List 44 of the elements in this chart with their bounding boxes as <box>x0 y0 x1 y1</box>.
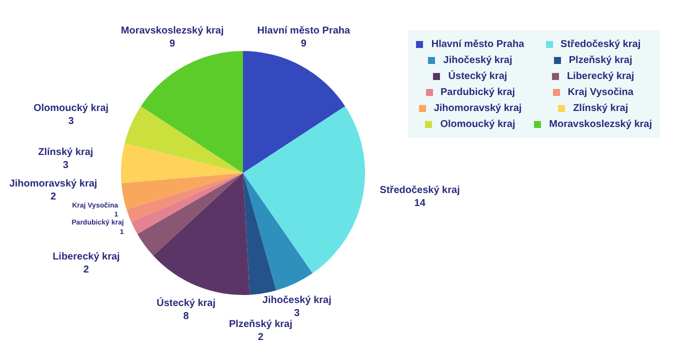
legend-label: Liberecký kraj <box>566 70 634 82</box>
legend-label: Středočeský kraj <box>560 38 641 50</box>
pie-slice <box>121 143 243 184</box>
pie-slice <box>243 51 346 173</box>
data-label: 3 <box>294 308 300 319</box>
pie-slice <box>153 173 250 295</box>
legend-label: Pardubický kraj <box>440 86 515 98</box>
slice-label: Středočeský kraj <box>380 184 460 196</box>
pie-slice <box>243 173 313 290</box>
data-label: 3 <box>62 160 69 172</box>
data-label: 2 <box>83 264 90 276</box>
pie-slice <box>124 106 243 173</box>
pie-slice <box>140 51 243 173</box>
slice-label: Liberecký kraj <box>52 252 120 263</box>
data-label: 9 <box>170 38 176 50</box>
slice-label: Jihočeský kraj <box>262 294 332 306</box>
legend-label: Hlavní město Praha <box>431 38 524 50</box>
pie-slice <box>243 106 365 274</box>
data-label: 3 <box>68 116 74 128</box>
data-label: 2 <box>258 332 264 343</box>
pie-slice <box>121 173 243 210</box>
slice-label: Ústecký kraj <box>156 296 216 309</box>
pie-slice <box>137 173 243 256</box>
pie-slice <box>131 173 243 234</box>
legend-label: Jihočeský kraj <box>443 54 512 66</box>
data-label: 14 <box>414 198 426 209</box>
legend-label: Kraj Vysočina <box>568 86 634 98</box>
pie-slice <box>126 173 243 222</box>
slice-label: Moravskoslezský kraj <box>120 26 224 37</box>
data-label: 9 <box>300 38 307 50</box>
slice-label: Jihomoravský kraj <box>9 178 98 190</box>
legend-label: Olomoucký kraj <box>440 118 516 130</box>
legend-label: Zlínský kraj <box>573 102 628 114</box>
slice-label: Olomoucký kraj <box>34 103 109 114</box>
legend-label: Moravskoslezský kraj <box>549 118 652 130</box>
pie-slice <box>243 173 276 295</box>
legend-label: Jihomoravský kraj <box>434 102 522 114</box>
legend-label: Ústecký kraj <box>448 70 508 82</box>
data-label: 2 <box>50 192 56 203</box>
slice-label: Hlavní město Praha <box>257 26 351 37</box>
legend-label: Plzeňský kraj <box>568 54 632 66</box>
slice-label: Zlínský kraj <box>38 147 94 158</box>
data-label: 8 <box>183 310 190 322</box>
slice-label: Plzeňský kraj <box>229 318 293 330</box>
